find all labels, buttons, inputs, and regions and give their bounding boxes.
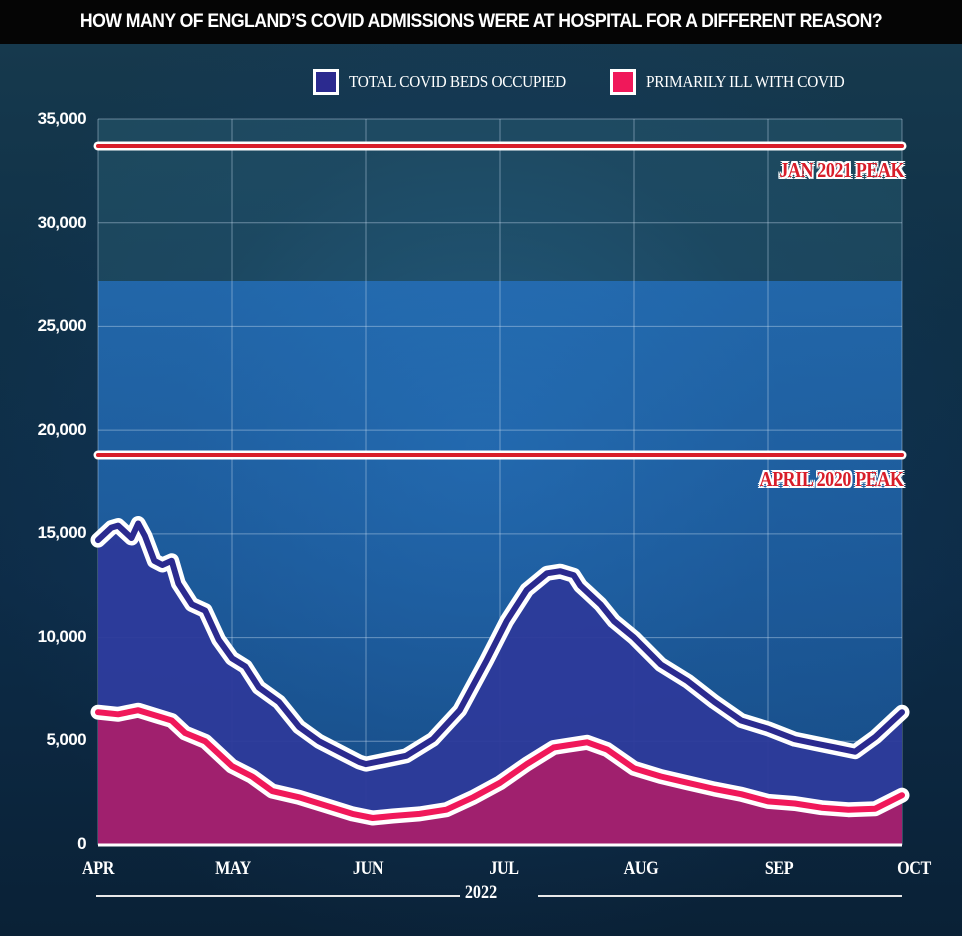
x-tick-label: AUG <box>623 858 659 879</box>
legend-swatch-primary <box>609 69 636 95</box>
x-tick-label: OCT <box>897 858 931 879</box>
legend-swatch-total <box>313 69 339 95</box>
y-tick-label: 20,000 <box>37 420 87 439</box>
y-tick-label: 25,000 <box>37 316 87 335</box>
legend-label-total: TOTAL COVID BEDS OCCUPIED <box>349 72 566 91</box>
y-tick-label: 5,000 <box>46 730 86 749</box>
y-tick-label: 15,000 <box>37 523 87 542</box>
y-tick-label: 35,000 <box>37 109 87 128</box>
year-bracket-right <box>538 895 902 897</box>
line-total-covid-beds <box>95 520 905 768</box>
chart-title: HOW MANY OF ENGLAND’S COVID ADMISSIONS W… <box>79 11 883 32</box>
y-tick-label: 0 <box>77 834 86 853</box>
year-bracket-left <box>96 895 460 897</box>
x-tick-label: APR <box>82 858 114 879</box>
legend-label-primary: PRIMARILY ILL WITH COVID <box>645 72 845 91</box>
legend-item-primary: PRIMARILY ILL WITH COVID <box>609 69 866 95</box>
annotation-jan-2021-peak: JAN 2021 PEAK <box>779 158 904 182</box>
annotation-april-2020-peak: APRIL 2020 PEAK <box>759 467 904 491</box>
title-bar <box>0 0 962 44</box>
area-primarily-ill <box>98 710 902 845</box>
legend: TOTAL COVID BEDS OCCUPIED PRIMARILY ILL … <box>313 66 880 98</box>
area-total-covid-beds <box>98 523 902 845</box>
x-tick-label: MAY <box>215 858 251 879</box>
x-tick-label: JUL <box>489 858 519 879</box>
x-tick-label: JUN <box>352 858 384 879</box>
legend-item-total: TOTAL COVID BEDS OCCUPIED <box>313 69 590 95</box>
x-axis-year-label: 2022 <box>464 882 498 903</box>
y-tick-label: 30,000 <box>37 213 87 232</box>
y-tick-label: 10,000 <box>37 627 87 646</box>
x-tick-label: SEP <box>764 858 794 879</box>
